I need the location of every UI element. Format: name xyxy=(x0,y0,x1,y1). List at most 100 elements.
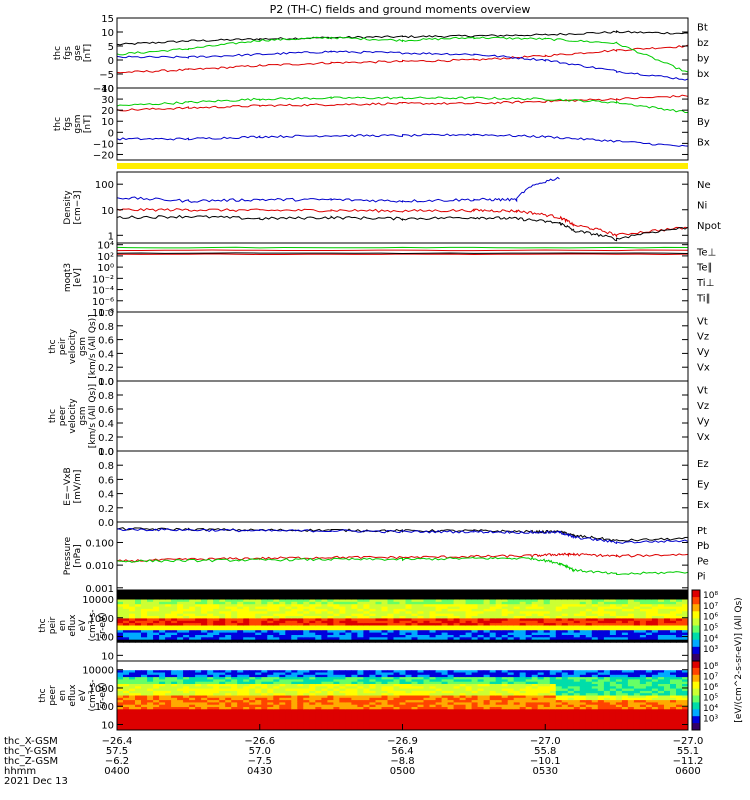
spectrogram-cell xyxy=(639,604,647,608)
spectrogram-cell xyxy=(333,620,340,624)
spectrogram-cell xyxy=(369,630,376,634)
spectrogram-cell xyxy=(477,693,485,697)
spectrogram-cell xyxy=(195,635,202,638)
spectrogram-cell xyxy=(141,711,148,715)
spectrogram-cell xyxy=(363,716,370,720)
spectrogram-cell xyxy=(627,592,635,596)
spectrogram-cell xyxy=(676,716,683,720)
spectrogram-cell xyxy=(333,632,340,636)
spectrogram-cell xyxy=(327,616,334,619)
spectrogram-cell xyxy=(303,725,310,729)
spectrogram-cell xyxy=(207,618,214,622)
spectrogram-cell xyxy=(321,677,328,680)
spectrogram-cell xyxy=(381,693,389,697)
spectrogram-cell xyxy=(273,592,280,596)
spectrogram-cell xyxy=(219,697,226,701)
spectrogram-cell xyxy=(549,604,557,608)
spectrogram-cell xyxy=(183,679,190,683)
spectrogram-cell xyxy=(543,630,551,634)
spectrogram-cell xyxy=(357,713,364,717)
spectrogram-cell xyxy=(670,704,677,708)
spectrogram-cell xyxy=(465,727,473,730)
spectrogram-cell xyxy=(459,688,467,692)
spectrogram-cell xyxy=(399,693,407,697)
spectrogram-cell xyxy=(375,727,383,730)
spectrogram-cell xyxy=(171,711,178,715)
spectrogram-cell xyxy=(676,697,683,701)
spectrogram-cell xyxy=(375,597,383,601)
spectrogram-cell xyxy=(225,590,232,593)
spectrogram-cell xyxy=(633,704,641,708)
spectrogram-cell xyxy=(621,630,629,634)
spectrogram-cell xyxy=(159,716,166,720)
spectrogram-cell xyxy=(465,702,473,706)
spectrogram-cell xyxy=(459,681,467,685)
spectrogram-cell xyxy=(627,727,635,730)
spectrogram-cell xyxy=(261,716,268,720)
spectrogram-cell xyxy=(657,716,665,720)
colorbar-segment xyxy=(692,702,700,710)
spectrogram-cell xyxy=(201,718,208,722)
spectrogram-cell xyxy=(441,604,449,608)
spectrogram-cell xyxy=(603,637,611,641)
spectrogram-cell xyxy=(603,625,611,629)
spectrogram-cell xyxy=(609,620,617,624)
spectrogram-cell xyxy=(682,702,688,706)
spectrogram-cell xyxy=(123,713,130,717)
spectrogram-cell xyxy=(231,727,238,730)
spectrogram-cell xyxy=(657,616,665,619)
spectrogram-cell xyxy=(303,590,310,593)
spectrogram-cell xyxy=(363,677,370,680)
spectrogram-cell xyxy=(351,635,358,638)
spectrogram-cell xyxy=(243,618,250,622)
spectrogram-cell xyxy=(135,725,142,729)
spectrogram-cell xyxy=(399,592,407,596)
spectrogram-cell xyxy=(561,697,569,701)
spectrogram-cell xyxy=(651,670,659,674)
spectrogram-cell xyxy=(219,604,226,608)
legend-Pb: Pb xyxy=(697,541,709,552)
spectrogram-cell xyxy=(303,613,310,617)
spectrogram-cell xyxy=(159,690,166,694)
spectrogram-cell xyxy=(273,718,280,722)
spectrogram-cell xyxy=(141,608,148,612)
spectrogram-cell xyxy=(339,670,346,674)
spectrogram-cell xyxy=(207,601,214,605)
spectrogram-cell xyxy=(219,690,226,694)
legend-Bt: Bt xyxy=(697,22,708,33)
spectrogram-cell xyxy=(591,695,599,699)
spectrogram-cell xyxy=(303,625,310,629)
spectrogram-cell xyxy=(201,727,208,730)
spectrogram-cell xyxy=(465,618,473,622)
quality-flag-bar xyxy=(117,163,688,169)
spectrogram-cell xyxy=(471,601,479,605)
spectrogram-cell xyxy=(567,716,575,720)
spectrogram-cell xyxy=(657,623,665,627)
spectrogram-cell xyxy=(489,677,497,680)
spectrogram-cell xyxy=(633,590,641,593)
spectrogram-cell xyxy=(670,711,677,715)
spectrogram-cell xyxy=(591,677,599,680)
colorbar-tick-label: 10⁴ xyxy=(703,704,718,714)
spectrogram-cell xyxy=(567,693,575,697)
spectrogram-cell xyxy=(435,727,443,730)
spectrogram-cell xyxy=(141,618,148,622)
spectrogram-cell xyxy=(243,725,250,729)
spectrogram-cell xyxy=(651,707,659,710)
spectrogram-cell xyxy=(237,700,244,703)
spectrogram-cell xyxy=(393,635,401,638)
spectrogram-cell xyxy=(147,720,154,724)
spectrogram-cell xyxy=(297,713,304,717)
spectrogram-cell xyxy=(543,590,551,593)
y-tick-label: 0.0 xyxy=(98,447,114,458)
spectrogram-cell xyxy=(303,623,310,627)
spectrogram-cell xyxy=(657,599,665,603)
spectrogram-cell xyxy=(495,690,503,694)
spectrogram-cell xyxy=(501,679,509,683)
spectrogram-cell xyxy=(597,723,605,726)
spectrogram-cell xyxy=(357,723,364,726)
spectrogram-cell xyxy=(585,702,593,706)
spectrogram-cell xyxy=(249,695,256,699)
spectrogram-cell xyxy=(117,625,124,629)
spectrogram-cell xyxy=(141,679,148,683)
